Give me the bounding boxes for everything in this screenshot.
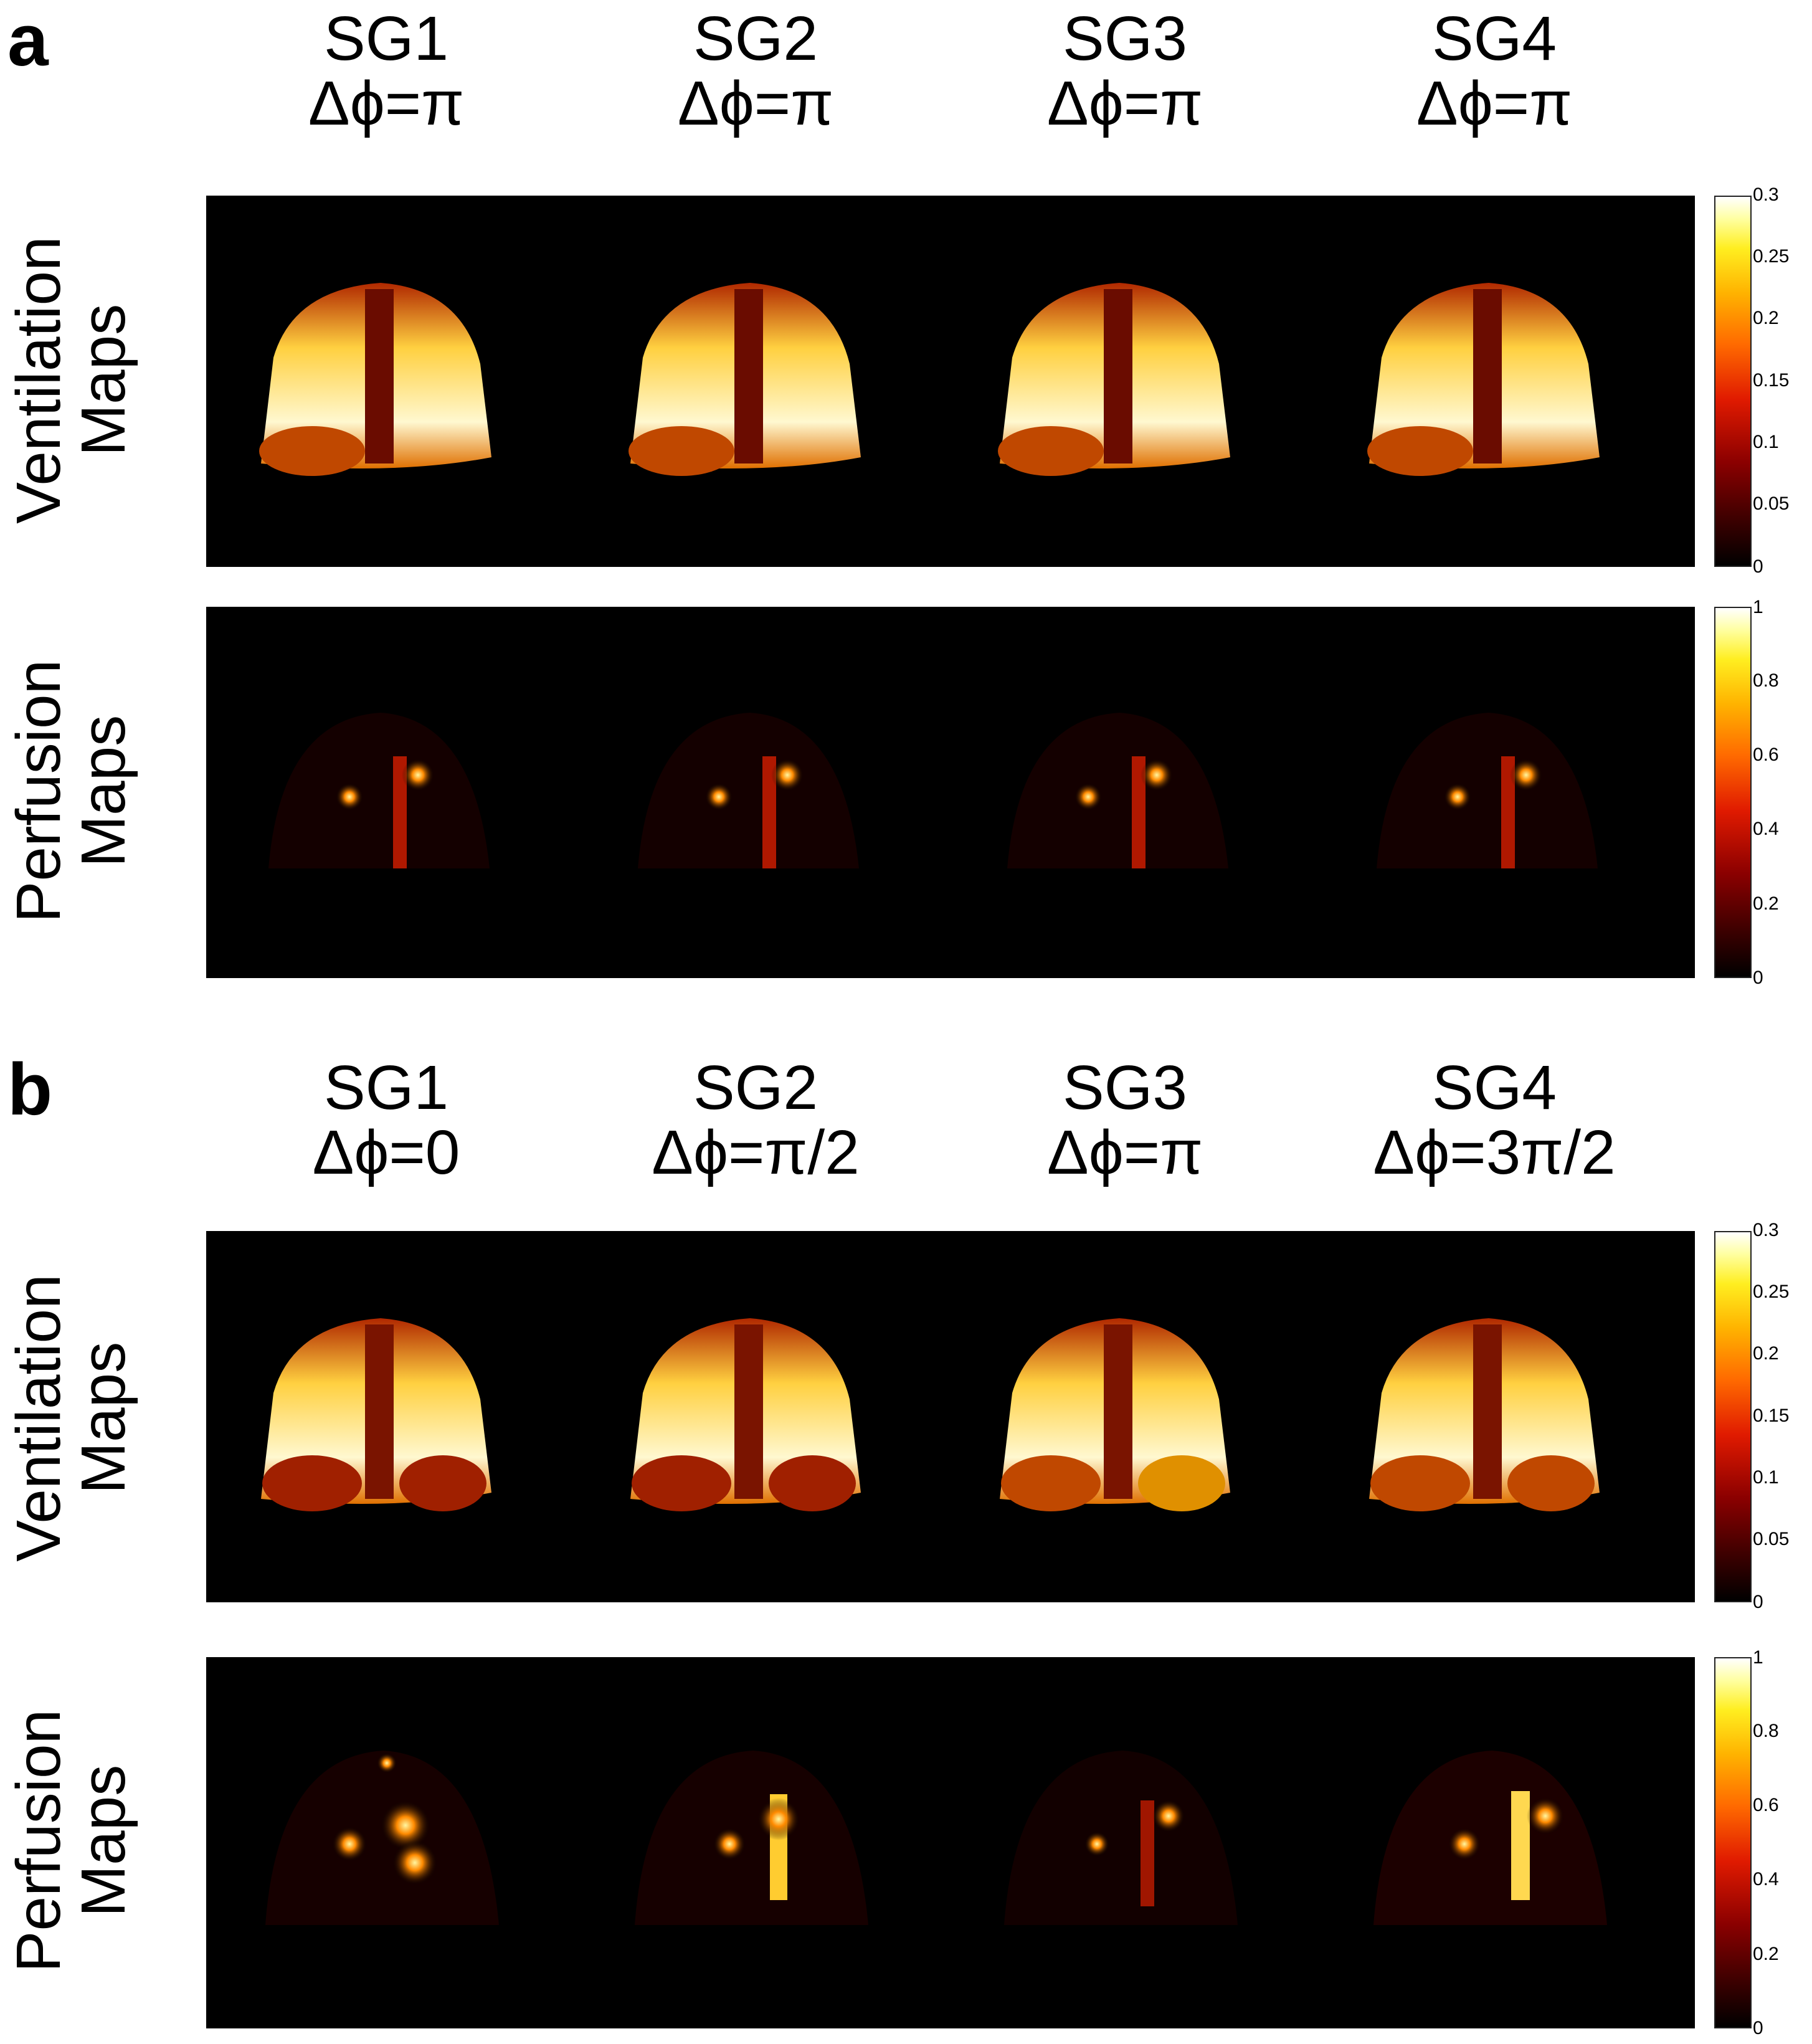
colorbar-tick: 0.6: [1753, 1795, 1779, 1815]
colorbar-tick: 0.6: [1753, 744, 1779, 765]
column-header-sg4-b: SG4 Δϕ=3π/2: [1351, 1055, 1638, 1185]
colorbar-tick: 0.25: [1753, 1281, 1790, 1302]
colorbar-tick: 1: [1753, 1647, 1763, 1668]
lung-ventilation-sg4-a: [1367, 283, 1600, 476]
phase-label: Δϕ=π: [677, 69, 834, 138]
colorbar-tick: 0: [1753, 2018, 1763, 2038]
colorbar-tick: 0.8: [1753, 670, 1779, 691]
sg-label: SG2: [693, 4, 818, 74]
colorbar-tick: 0.2: [1753, 893, 1779, 914]
phase-label: Δϕ=0: [312, 1118, 460, 1187]
lung-ventilation-sg2-b: [630, 1318, 861, 1511]
colorbar-tick: 0.3: [1753, 1220, 1779, 1240]
column-header-sg1-a: SG1 Δϕ=π: [243, 6, 529, 136]
colorbar-ventilation-a: [1714, 196, 1752, 567]
lung-perfusion-sg1-b: [265, 1751, 499, 1925]
lung-perfusion-sg3-a: [1007, 713, 1228, 868]
row-label-ventilation-b: Ventilation Maps: [4, 1274, 138, 1562]
row-label-ventilation-a: Ventilation Maps: [4, 236, 138, 524]
sg-label: SG3: [1062, 4, 1188, 74]
colorbar-tick: 0.05: [1753, 493, 1790, 514]
lung-perfusion-sg3-b: [1004, 1751, 1238, 1925]
colorbar-tick: 0.15: [1753, 1405, 1790, 1426]
sg-label: SG1: [323, 4, 449, 74]
colorbar-tick: 0.2: [1753, 1343, 1779, 1364]
phase-label: Δϕ=3π/2: [1373, 1118, 1616, 1187]
lung-ventilation-sg3-a: [998, 283, 1230, 476]
colorbar-tick: 0.2: [1753, 1944, 1779, 1964]
phase-label: Δϕ=π/2: [652, 1118, 860, 1187]
colorbar-tick: 0.4: [1753, 1869, 1779, 1890]
phase-label: Δϕ=π: [1046, 69, 1203, 138]
lung-perfusion-sg4-b: [1373, 1751, 1607, 1925]
lung-ventilation-sg3-b: [1000, 1318, 1230, 1511]
lung-ventilation-sg2-a: [629, 283, 861, 476]
sg-label: SG2: [693, 1053, 818, 1123]
ventilation-images-b: [261, 1318, 1600, 1511]
phase-label: Δϕ=π: [308, 69, 465, 138]
ventilation-images-a: [259, 283, 1600, 476]
column-header-sg3-b: SG3 Δϕ=π: [982, 1055, 1268, 1185]
column-header-sg4-a: SG4 Δϕ=π: [1351, 6, 1638, 136]
lung-perfusion-sg1-a: [268, 713, 490, 868]
panel-letter-b: b: [7, 1048, 53, 1131]
sg-label: SG4: [1431, 4, 1557, 74]
phase-label: Δϕ=π: [1046, 1118, 1203, 1187]
colorbar-tick: 0.1: [1753, 432, 1779, 452]
colorbar-tick: 0.3: [1753, 184, 1779, 205]
row-label-perfusion-b: Perfusion Maps: [4, 1709, 138, 1973]
sg-label: SG1: [323, 1053, 449, 1123]
column-header-sg1-b: SG1 Δϕ=0: [243, 1055, 529, 1185]
colorbar-tick: 0.05: [1753, 1529, 1790, 1549]
perfusion-map-strip-b: [206, 1657, 1695, 2028]
column-header-sg3-a: SG3 Δϕ=π: [982, 6, 1268, 136]
lung-perfusion-sg2-a: [638, 713, 859, 868]
colorbar-tick: 0.8: [1753, 1721, 1779, 1741]
lung-ventilation-sg1-b: [261, 1318, 491, 1511]
colorbar-tick: 0.4: [1753, 819, 1779, 839]
colorbar-tick: 0: [1753, 967, 1763, 988]
phase-label: Δϕ=π: [1416, 69, 1573, 138]
column-header-sg2-a: SG2 Δϕ=π: [612, 6, 899, 136]
panel-letter-a: a: [7, 0, 49, 82]
perfusion-images-a: [268, 713, 1598, 868]
lung-ventilation-sg1-a: [259, 283, 491, 476]
perfusion-map-strip-a: [206, 607, 1695, 978]
colorbar-perfusion-a: [1714, 607, 1752, 978]
ventilation-map-strip-b: [206, 1231, 1695, 1602]
colorbar-tick: 0.1: [1753, 1467, 1779, 1488]
colorbar-tick: 0.25: [1753, 246, 1790, 267]
colorbar-tick: 0: [1753, 556, 1763, 577]
colorbar-tick: 0: [1753, 1592, 1763, 1612]
colorbar-tick: 0.2: [1753, 308, 1779, 328]
lung-perfusion-sg2-b: [635, 1751, 868, 1925]
row-label-perfusion-a: Perfusion Maps: [4, 659, 138, 923]
colorbar-tick: 1: [1753, 597, 1763, 617]
ventilation-map-strip-a: [206, 196, 1695, 567]
colorbar-tick: 0.15: [1753, 370, 1790, 391]
colorbar-perfusion-b: [1714, 1657, 1752, 2028]
lung-ventilation-sg4-b: [1369, 1318, 1600, 1511]
sg-label: SG4: [1431, 1053, 1557, 1123]
lung-perfusion-sg4-a: [1377, 713, 1598, 868]
colorbar-ventilation-b: [1714, 1231, 1752, 1602]
perfusion-images-b: [265, 1751, 1607, 1925]
column-header-sg2-b: SG2 Δϕ=π/2: [612, 1055, 899, 1185]
sg-label: SG3: [1062, 1053, 1188, 1123]
